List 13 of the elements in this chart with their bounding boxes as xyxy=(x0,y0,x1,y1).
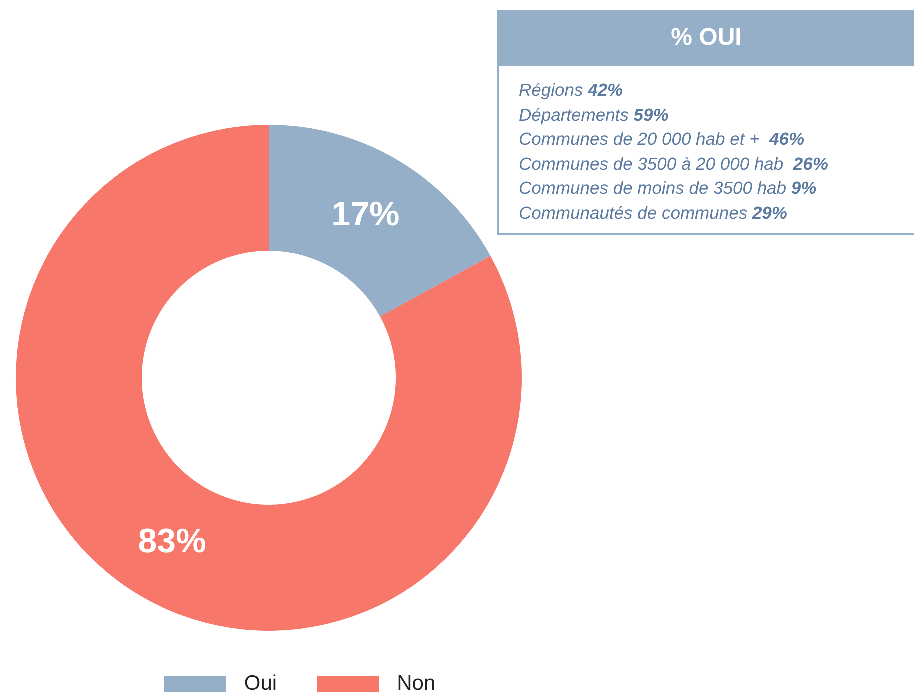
text: Régions 42% xyxy=(519,80,624,100)
text: Communes de moins de 3500 hab 9% xyxy=(519,178,817,198)
text: Communes de 20 000 hab et + 46% xyxy=(519,129,805,149)
text: % OUI xyxy=(499,10,914,66)
text: Communes de 3500 à 20 000 hab 26% xyxy=(519,154,828,174)
data-label: 17% xyxy=(332,195,400,234)
legend-label: Non xyxy=(397,672,436,696)
legend-label: Oui xyxy=(244,672,278,696)
donut-slice xyxy=(269,125,491,317)
text: Communautés de communes 29% xyxy=(519,202,788,222)
donut-slice xyxy=(16,125,522,631)
text: Départements 59% xyxy=(519,104,669,124)
data-label: 83% xyxy=(138,522,206,561)
